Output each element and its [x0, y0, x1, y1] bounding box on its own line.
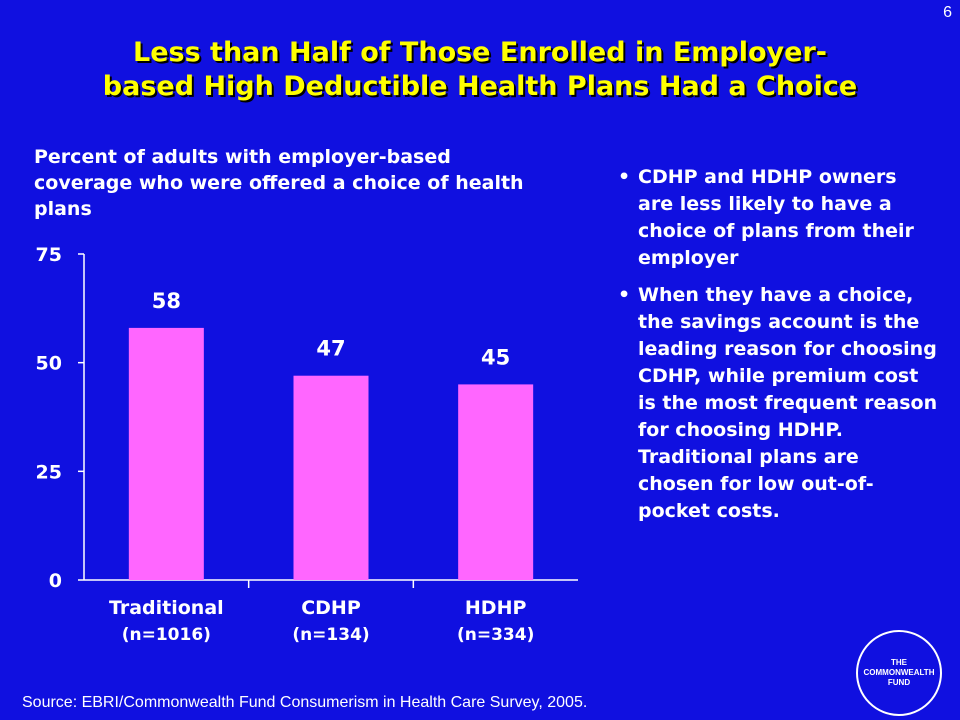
logo-text: THE COMMONWEALTH FUND — [863, 658, 935, 687]
data-label: 45 — [481, 345, 510, 369]
bullet-dot: • — [618, 166, 631, 188]
x-tick-sublabel: (n=1016) — [122, 625, 211, 645]
y-tick-label: 0 — [49, 570, 62, 592]
x-tick-label: CDHP — [301, 597, 361, 619]
bar — [128, 327, 204, 580]
title-line-1: Less than Half of Those Enrolled in Empl… — [132, 37, 827, 68]
y-tick-label: 25 — [36, 461, 62, 483]
source-note: Source: EBRI/Commonwealth Fund Consumeri… — [22, 694, 588, 711]
y-tick-label: 75 — [36, 244, 62, 266]
title-line-2: based High Deductible Health Plans Had a… — [102, 71, 858, 102]
data-label: 58 — [152, 289, 181, 313]
bullet-dot: • — [618, 284, 631, 306]
bar — [458, 384, 534, 580]
bullet-text: When they have a choice, the savings acc… — [638, 284, 938, 522]
x-tick-sublabel: (n=334) — [457, 625, 534, 645]
bullet-item: • When they have a choice, the savings a… — [618, 282, 938, 525]
bullet-item: • CDHP and HDHP owners are less likely t… — [618, 164, 938, 272]
bullet-list: • CDHP and HDHP owners are less likely t… — [618, 164, 938, 535]
x-tick-label: HDHP — [465, 597, 527, 619]
chart-caption: Percent of adults with employer-based co… — [34, 146, 524, 220]
y-tick-label: 50 — [36, 353, 62, 375]
data-label: 47 — [316, 337, 345, 361]
bullet-text: CDHP and HDHP owners are less likely to … — [638, 166, 914, 269]
bar — [293, 375, 369, 580]
commonwealth-fund-logo: THE COMMONWEALTH FUND — [856, 630, 942, 716]
x-tick-label: Traditional — [109, 597, 224, 619]
bar-chart: 0 25 50 75 58 Traditional (n=1016) 47 CDHP (n=134… — [36, 244, 578, 645]
slide-number: 6 — [943, 4, 952, 21]
x-tick-sublabel: (n=134) — [292, 625, 369, 645]
slide-title: Less than Half of Those Enrolled in Empl… — [20, 36, 940, 104]
